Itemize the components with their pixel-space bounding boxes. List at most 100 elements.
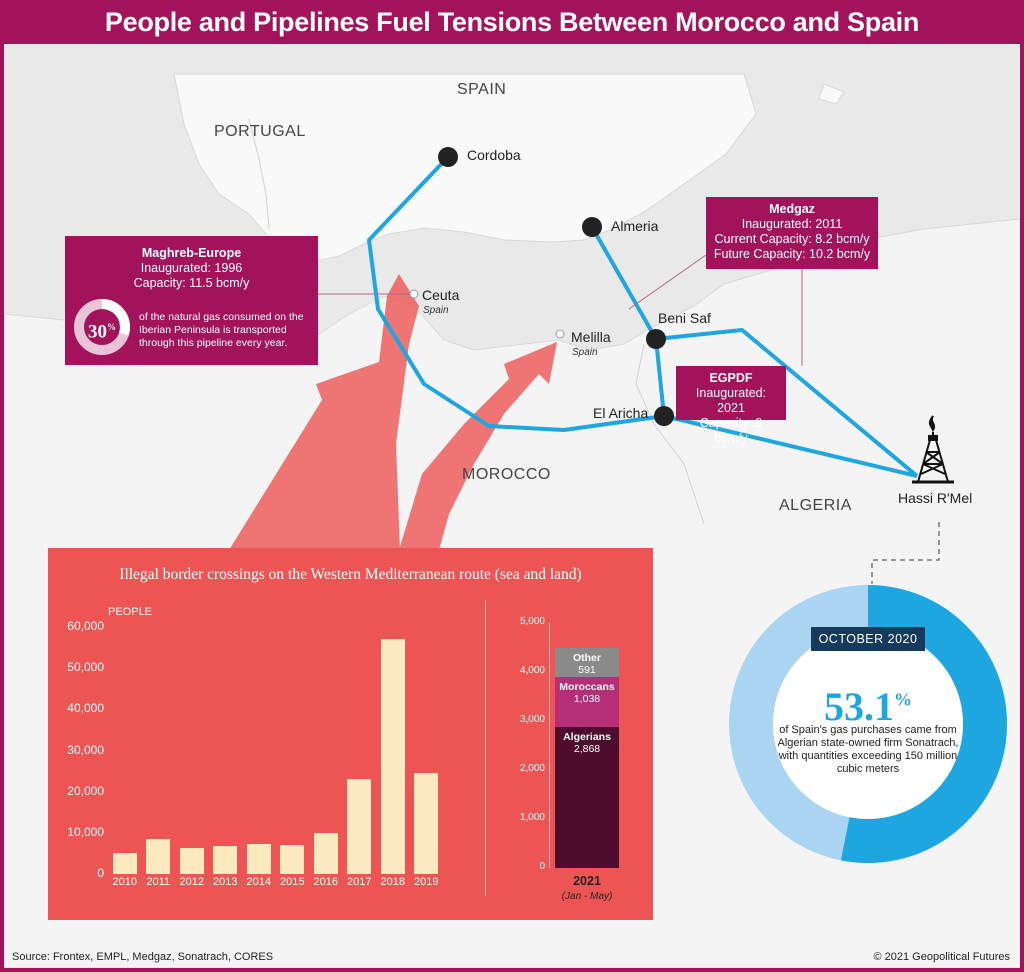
migration-arrow-ceuta	[229, 274, 419, 550]
y-tick-label: 40,000	[67, 701, 104, 716]
medgaz-future-capacity: Future Capacity: 10.2 bcm/y	[713, 247, 871, 261]
city-dot-melilla	[555, 329, 565, 339]
stack-segment-value: 1,038	[573, 692, 601, 705]
x-tick-label: 2013	[213, 876, 238, 888]
donut-title: OCTOBER 2020	[811, 627, 925, 651]
x-tick-label: 2014	[246, 876, 271, 888]
page-title: People and Pipelines Fuel Tensions Betwe…	[0, 0, 1024, 44]
gas-share-donut	[729, 585, 1007, 863]
medgaz-current-capacity: Current Capacity: 8.2 bcm/y	[714, 232, 870, 246]
stack-segment-name: Moroccans	[559, 680, 615, 693]
city-dot-ceuta	[409, 289, 419, 299]
copyright: © 2021 Geopolitical Futures	[873, 951, 1010, 963]
y-tick-label: 20,000	[67, 783, 104, 798]
source-note: Source: Frontex, EMPL, Medgaz, Sonatrach…	[12, 951, 274, 963]
city-label-beni-saf: Beni Saf	[658, 310, 711, 326]
donut-note: of Spain's gas purchases came from Alger…	[777, 724, 959, 775]
y-tick-label: 60,000	[67, 619, 104, 633]
egpdf-callout: EGPDF Inaugurated: 2021 Capacity: 9 bcm/…	[676, 366, 786, 445]
morocco-algeria-border	[635, 343, 705, 525]
egpdf-name: EGPDF	[709, 371, 753, 385]
stack-category-sublabel: (Jan - May)	[561, 891, 613, 902]
migration-arrow-melilla	[399, 342, 557, 550]
balearic-island	[818, 83, 845, 105]
y-tick-label: 50,000	[67, 660, 104, 675]
x-tick-label: 2015	[280, 876, 305, 888]
maghreb-share-note: of the natural gas consumed on the Iberi…	[139, 311, 304, 349]
x-tick-label: 2011	[146, 876, 171, 888]
pipeline-maghreb-europe	[367, 155, 918, 478]
egpdf-capacity: Capacity: 9 bcm/y	[699, 416, 763, 445]
donut-value-unit: %	[894, 689, 912, 710]
city-dot-almeria	[582, 217, 602, 237]
chart-title: Illegal border crossings on the Western …	[119, 566, 582, 583]
gas-well-icon	[912, 415, 954, 484]
city-label-almeria: Almeria	[611, 218, 659, 234]
maghreb-europe-capacity: Capacity: 11.5 bcm/y	[133, 276, 250, 290]
stack-y-tick-label: 1,000	[519, 812, 545, 823]
city-dot-el-aricha	[654, 406, 674, 426]
gas-donut-center	[773, 629, 963, 819]
stack-y-tick-label: 0	[539, 861, 545, 872]
city-label-melilla: Melilla	[571, 329, 611, 345]
x-tick-label: 2012	[179, 876, 204, 888]
stack-segment-other: Other 591	[555, 647, 619, 677]
bar-2010	[112, 853, 137, 874]
city-label-cordoba: Cordoba	[467, 147, 521, 163]
stack-y-tick-label: 3,000	[519, 714, 545, 725]
region-label-morocco: MOROCCO	[462, 466, 551, 483]
stack-axis-line	[549, 623, 550, 868]
city-label-hassi-rmel: Hassi R'Mel	[898, 490, 973, 506]
x-tick-label: 2016	[313, 876, 338, 888]
gas-donut-arc	[729, 585, 1007, 863]
maghreb-europe-inaugurated: Inaugurated: 1996	[140, 261, 243, 275]
stack-segment-name: Algerians	[563, 731, 611, 744]
x-tick-label: 2017	[347, 876, 372, 888]
stack-y-tick-label: 4,000	[519, 665, 545, 676]
bar-2019	[414, 773, 439, 874]
city-sublabel-melilla: Spain	[572, 347, 598, 358]
region-label-algeria: ALGERIA	[779, 497, 852, 514]
border-crossings-panel: Illegal border crossings on the Western …	[48, 548, 653, 920]
city-label-el-aricha: El Aricha	[593, 405, 649, 421]
bar-2013	[213, 846, 238, 874]
maghreb-share-donut	[74, 299, 130, 355]
medgaz-callout: Medgaz Inaugurated: 2011 Current Capacit…	[706, 197, 878, 269]
stack-segment-value: 2,868	[573, 743, 601, 756]
chart-divider	[485, 600, 486, 896]
donut-value-number: 53.1	[824, 684, 894, 729]
bar-2015	[280, 844, 305, 874]
region-label-portugal: PORTUGAL	[214, 123, 306, 140]
portugal-border	[248, 118, 270, 230]
x-tick-label: 2010	[112, 876, 137, 888]
maghreb-share-value: 30%	[73, 298, 131, 356]
city-label-ceuta: Ceuta	[422, 287, 460, 303]
city-sublabel-ceuta: Spain	[423, 305, 449, 316]
iberia-land	[173, 73, 757, 265]
x-tick-label: 2019	[414, 876, 439, 888]
bar-2011	[146, 839, 171, 874]
maghreb-share-number: 30	[88, 321, 107, 343]
stack-segment-moroccans: Moroccans 1,038	[555, 676, 619, 728]
pipeline-egpdf	[655, 328, 919, 478]
bar-2018	[380, 639, 405, 874]
x-tick-label: 2018	[380, 876, 405, 888]
medgaz-name: Medgaz	[769, 202, 815, 216]
bar-2016	[313, 832, 338, 874]
bar-2012	[179, 847, 204, 874]
stack-category-label: 2021	[573, 874, 601, 888]
donut-connector	[871, 522, 940, 584]
chart-y-unit: PEOPLE	[108, 606, 153, 618]
maghreb-donut-arc	[74, 299, 130, 355]
maghreb-share-unit: %	[107, 322, 116, 332]
medgaz-inaugurated: Inaugurated: 2011	[741, 217, 843, 231]
maghreb-europe-callout: Maghreb-Europe Inaugurated: 1996 Capacit…	[65, 236, 318, 365]
stack-segment-value: 591	[578, 663, 596, 676]
y-tick-label: 0	[97, 866, 104, 880]
stack-y-tick-label: 2,000	[519, 763, 545, 774]
stack-y-tick-label: 5,000	[519, 616, 545, 627]
city-dot-beni-saf	[646, 329, 666, 349]
maghreb-europe-name: Maghreb-Europe	[141, 246, 242, 260]
city-dot-cordoba	[438, 147, 458, 167]
